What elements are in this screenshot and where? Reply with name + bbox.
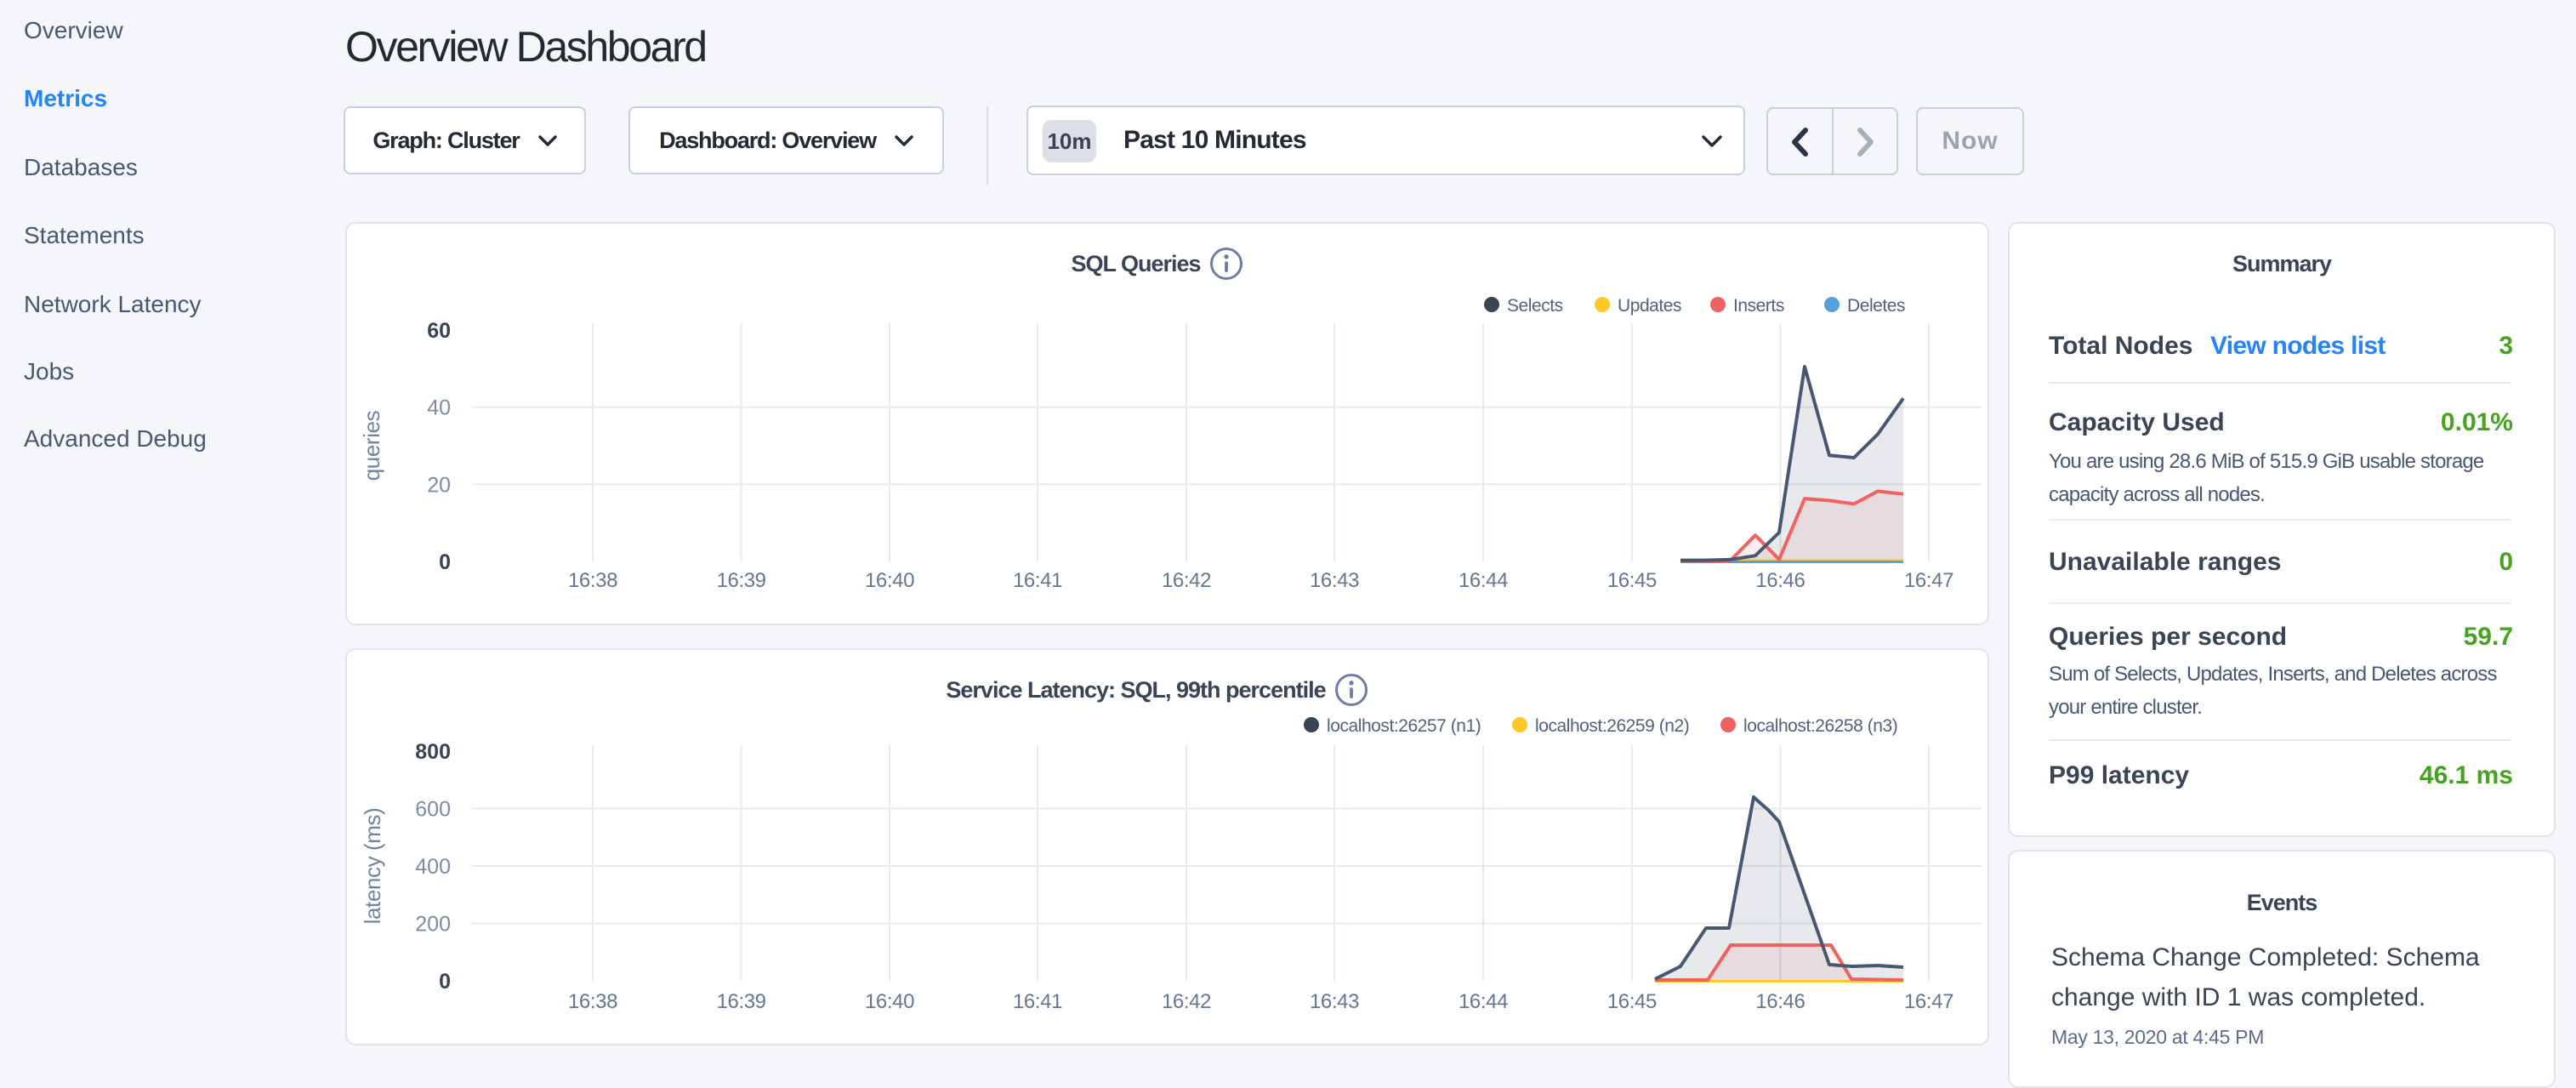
svg-text:16:43: 16:43: [1310, 569, 1359, 592]
svg-text:16:43: 16:43: [1310, 990, 1359, 1013]
svg-text:0: 0: [439, 550, 451, 574]
svg-text:16:40: 16:40: [865, 569, 914, 592]
svg-text:16:42: 16:42: [1162, 569, 1211, 592]
svg-text:16:39: 16:39: [717, 569, 766, 592]
svg-text:0: 0: [439, 970, 451, 994]
svg-text:16:38: 16:38: [568, 569, 617, 592]
svg-text:400: 400: [415, 855, 451, 879]
svg-text:16:45: 16:45: [1607, 990, 1657, 1013]
svg-text:latency (ms): latency (ms): [360, 808, 385, 925]
svg-text:800: 800: [415, 740, 451, 764]
svg-text:16:47: 16:47: [1904, 569, 1953, 592]
svg-text:16:47: 16:47: [1904, 990, 1953, 1013]
svg-text:16:44: 16:44: [1459, 569, 1508, 592]
svg-text:16:39: 16:39: [717, 990, 766, 1013]
svg-text:200: 200: [415, 913, 451, 937]
svg-text:60: 60: [427, 319, 451, 343]
svg-text:16:46: 16:46: [1755, 569, 1805, 592]
svg-text:16:38: 16:38: [568, 990, 617, 1013]
svg-text:16:40: 16:40: [865, 990, 914, 1013]
svg-text:20: 20: [427, 473, 451, 497]
svg-text:600: 600: [415, 798, 451, 822]
svg-text:40: 40: [427, 396, 451, 420]
svg-text:16:46: 16:46: [1755, 990, 1805, 1013]
svg-text:16:45: 16:45: [1607, 569, 1657, 592]
svg-text:16:44: 16:44: [1459, 990, 1508, 1013]
svg-text:16:41: 16:41: [1013, 569, 1062, 592]
svg-text:queries: queries: [359, 410, 384, 481]
svg-text:16:42: 16:42: [1162, 990, 1211, 1013]
svg-text:16:41: 16:41: [1013, 990, 1062, 1013]
